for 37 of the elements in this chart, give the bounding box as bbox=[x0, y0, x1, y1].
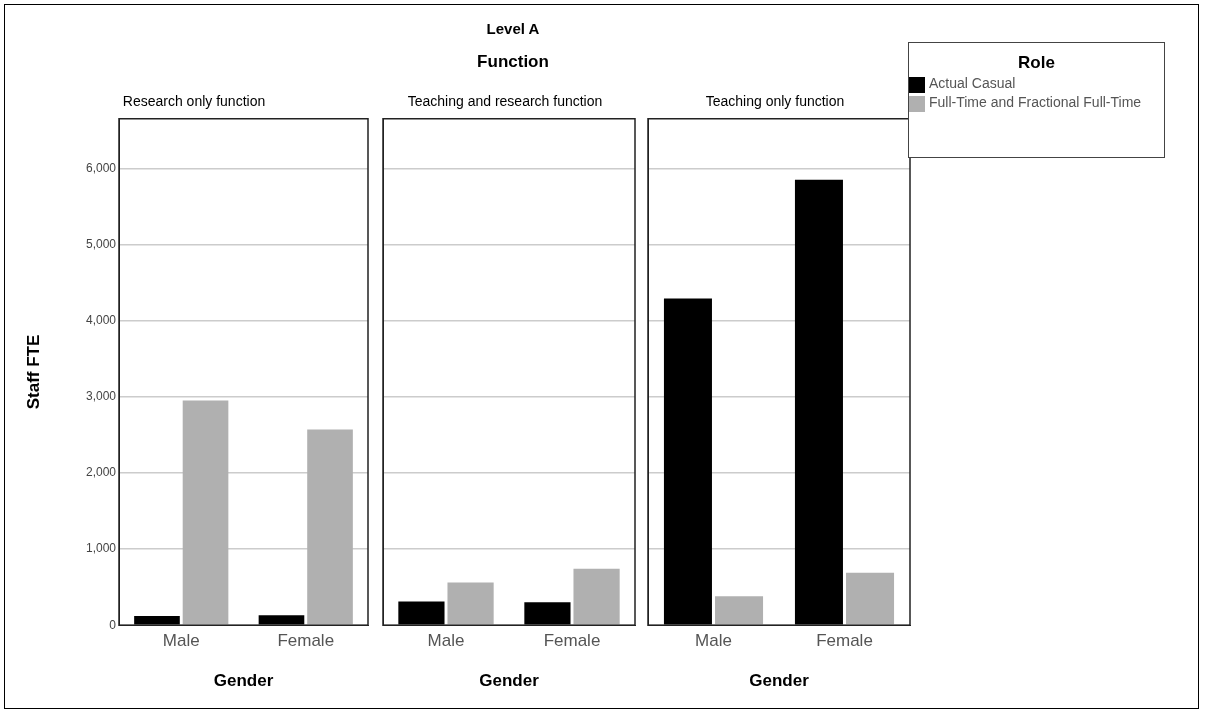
bar bbox=[794, 179, 843, 625]
x-axis-title: Gender bbox=[479, 671, 540, 691]
x-tick-label: Female bbox=[816, 631, 873, 651]
bar bbox=[258, 615, 305, 625]
bar bbox=[447, 582, 494, 625]
legend-title: Role bbox=[1017, 53, 1056, 73]
x-axis-title: Gender bbox=[213, 671, 274, 691]
text: Level A bbox=[485, 20, 541, 37]
legend-label: Actual Casual bbox=[929, 75, 1016, 91]
bar bbox=[398, 601, 445, 625]
y-tick-label: 0 bbox=[109, 617, 117, 632]
y-tick-label: 3,000 bbox=[85, 389, 117, 404]
x-tick-label: Male bbox=[427, 631, 465, 651]
legend-label: Full-Time and Fractional Full-Time bbox=[929, 94, 1142, 110]
bar bbox=[715, 596, 764, 625]
x-tick-label: Male bbox=[695, 631, 732, 651]
chart-title: Teaching and research function bbox=[407, 93, 603, 110]
bar bbox=[134, 616, 180, 625]
x-tick-label: Female bbox=[543, 631, 601, 651]
bar bbox=[182, 400, 229, 625]
y-axis-title: Staff FTE bbox=[23, 334, 43, 410]
x-tick-label: Male bbox=[162, 631, 200, 651]
bar bbox=[573, 568, 620, 625]
y-tick-label: 2,000 bbox=[85, 465, 117, 480]
y-tick-label: 6,000 bbox=[85, 160, 117, 175]
x-axis-title: Gender bbox=[749, 671, 810, 691]
y-tick-label: 5,000 bbox=[85, 236, 117, 251]
chart-title: Research only function bbox=[122, 93, 266, 110]
y-tick-label: 1,000 bbox=[85, 541, 117, 556]
bar bbox=[663, 298, 712, 625]
bar bbox=[846, 572, 895, 625]
y-tick-label: 4,000 bbox=[85, 312, 117, 327]
chart-title: Teaching only function bbox=[705, 93, 845, 110]
bar bbox=[524, 602, 571, 625]
text: Function bbox=[476, 52, 550, 72]
bar bbox=[307, 429, 353, 625]
x-tick-label: Female bbox=[277, 631, 335, 651]
